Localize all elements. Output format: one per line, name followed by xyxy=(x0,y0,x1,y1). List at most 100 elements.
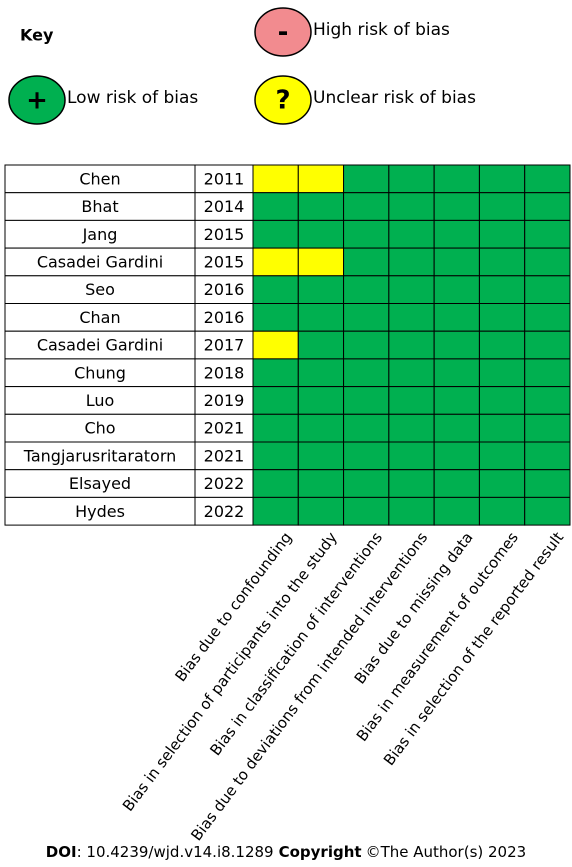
judgment-cell xyxy=(388,469,435,498)
judgment-cell xyxy=(433,386,480,415)
judgment-cell xyxy=(297,386,345,415)
study-name: Elsayed xyxy=(69,474,131,493)
study-year: 2022 xyxy=(204,502,245,521)
judgment-cell xyxy=(388,164,435,194)
judgment-cell xyxy=(524,358,571,388)
study-cell xyxy=(4,496,196,526)
judgment-cell xyxy=(297,219,345,249)
judgment-cell xyxy=(343,441,390,471)
study-cell xyxy=(4,330,196,360)
judgment-cell xyxy=(478,386,526,415)
judgment-cell xyxy=(524,303,571,332)
year-cell xyxy=(194,441,254,471)
judgment-cell xyxy=(433,330,480,360)
doi: : 10.4239/wjd.v14.i8.1289 xyxy=(77,843,274,861)
judgment-cell xyxy=(433,219,480,249)
key-title: Key xyxy=(20,26,54,45)
study-cell xyxy=(4,386,196,415)
study-year: 2015 xyxy=(204,252,245,271)
judgment-cell xyxy=(478,247,526,277)
study-name: Tangjarusritaratorn xyxy=(23,446,177,465)
judgment-cell xyxy=(478,164,526,194)
judgment-cell xyxy=(343,358,390,388)
study-name: Chan xyxy=(79,308,120,327)
study-year: 2015 xyxy=(204,225,245,244)
judgment-cell xyxy=(297,247,345,277)
judgment-cell xyxy=(252,469,299,498)
judgment-cell xyxy=(297,441,345,471)
copyright: ©The Author(s) 2023 xyxy=(366,843,527,861)
judgment-cell xyxy=(433,358,480,388)
study-cell xyxy=(4,275,196,304)
study-year: 2011 xyxy=(204,169,245,188)
judgment-cell xyxy=(433,469,480,498)
judgment-cell xyxy=(524,469,571,498)
judgment-cell xyxy=(388,441,435,471)
judgment-cell xyxy=(343,386,390,415)
study-year: 2019 xyxy=(204,391,245,410)
key-symbol xyxy=(8,75,66,125)
judgment-cell xyxy=(252,192,299,221)
study-year: 2016 xyxy=(204,308,245,327)
judgment-cell xyxy=(388,496,435,526)
judgment-cell xyxy=(297,275,345,304)
judgment-cell xyxy=(478,358,526,388)
study-name: Cho xyxy=(84,419,115,438)
study-name: Casadei Gardini xyxy=(37,252,163,271)
judgment-cell xyxy=(524,164,571,194)
judgment-cell xyxy=(433,192,480,221)
judgment-cell xyxy=(478,303,526,332)
judgment-cell xyxy=(252,330,299,360)
study-cell xyxy=(4,303,196,332)
judgment-cell xyxy=(297,303,345,332)
judgment-cell xyxy=(343,192,390,221)
judgment-cell xyxy=(433,413,480,443)
judgment-cell xyxy=(388,330,435,360)
key-symbol xyxy=(254,75,312,125)
judgment-cell xyxy=(524,386,571,415)
judgment-cell xyxy=(343,219,390,249)
study-name: Hydes xyxy=(75,502,125,521)
judgment-cell xyxy=(252,386,299,415)
year-cell xyxy=(194,469,254,498)
judgment-cell xyxy=(388,192,435,221)
judgment-cell xyxy=(478,192,526,221)
judgment-cell xyxy=(252,275,299,304)
judgment-cell xyxy=(388,303,435,332)
judgment-cell xyxy=(478,275,526,304)
study-name: Bhat xyxy=(81,197,118,216)
judgment-cell xyxy=(524,247,571,277)
judgment-cell xyxy=(433,441,480,471)
study-year: 2016 xyxy=(204,280,245,299)
study-cell xyxy=(4,413,196,443)
judgment-cell xyxy=(388,413,435,443)
study-name: Luo xyxy=(86,391,115,410)
judgment-cell xyxy=(388,247,435,277)
year-cell xyxy=(194,496,254,526)
judgment-cell xyxy=(252,303,299,332)
key-label: Low risk of bias xyxy=(67,88,198,108)
study-year: 2017 xyxy=(204,336,245,355)
judgment-cell xyxy=(297,330,345,360)
judgment-cell xyxy=(524,219,571,249)
judgment-cell xyxy=(252,358,299,388)
judgment-cell xyxy=(433,247,480,277)
study-cell xyxy=(4,358,196,388)
judgment-cell xyxy=(433,275,480,304)
judgment-cell xyxy=(478,413,526,443)
key-symbol-text: + xyxy=(26,86,48,116)
judgment-cell xyxy=(343,330,390,360)
judgment-cell xyxy=(297,413,345,443)
judgment-cell xyxy=(478,219,526,249)
study-year: 2021 xyxy=(204,446,245,465)
judgment-cell xyxy=(297,496,345,526)
judgment-cell xyxy=(524,413,571,443)
judgment-cell xyxy=(478,469,526,498)
judgment-cell xyxy=(478,330,526,360)
footer: DOI: 10.4239/wjd.v14.i8.1289 Copyright ©Th… xyxy=(46,843,526,861)
study-year: 2014 xyxy=(204,197,245,216)
copyright-label: Copyright xyxy=(279,843,362,861)
year-cell xyxy=(194,386,254,415)
study-name: Casadei Gardini xyxy=(37,336,163,355)
judgment-cell xyxy=(524,192,571,221)
